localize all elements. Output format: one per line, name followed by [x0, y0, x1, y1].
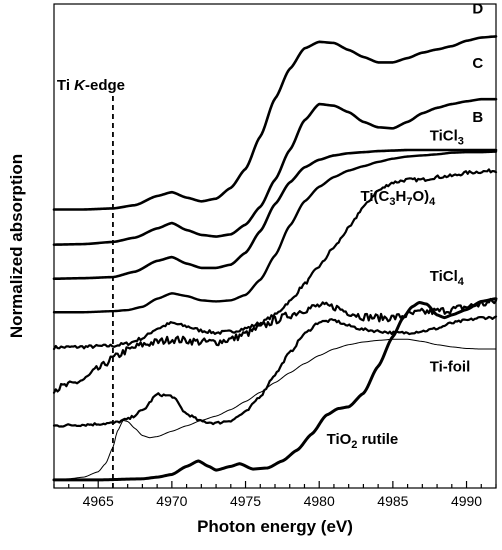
series-line-ticl3 — [52, 150, 498, 314]
series-line-tio2-rutile-bold — [52, 297, 498, 482]
x-tick-label: 4985 — [377, 493, 408, 509]
series-label-b: B — [472, 109, 483, 126]
series-line-ti-foil — [52, 315, 498, 428]
series-layer — [52, 35, 498, 482]
y-axis-label: Normalized absorption — [7, 154, 26, 338]
series-label-d: D — [472, 1, 483, 18]
series-line-tio2-rutile-thin — [53, 338, 497, 481]
x-tick-label: 4990 — [451, 493, 482, 509]
x-axis-ticks: 4965 4970 4975 4980 4985 4990 — [53, 481, 497, 509]
x-axis-label: Photon energy (eV) — [197, 517, 353, 536]
series-line-c — [52, 97, 498, 246]
series-labels: D C B TiCl3 Ti(C3H7O)4 TiCl4 Ti-foil TiO2 rutil… — [327, 1, 484, 451]
k-edge-label: Ti K-edge — [57, 77, 125, 94]
series-line-b — [52, 148, 498, 281]
x-tick-label: 4965 — [83, 493, 114, 509]
x-tick-label: 4980 — [304, 493, 335, 509]
x-tick-label: 4970 — [156, 493, 187, 509]
series-label-ti-c3h: Ti(C3H7O)4 — [360, 188, 436, 208]
series-line-ticl4 — [52, 297, 498, 394]
series-label-ticl4: TiCl4 — [430, 268, 465, 288]
edge-annotation: Ti K-edge — [57, 77, 125, 488]
series-label-ticl3: TiCl3 — [430, 127, 464, 147]
series-label-ti-foil: Ti-foil — [430, 359, 471, 376]
series-label-c: C — [472, 55, 483, 72]
series-label-tio2-rutile: TiO2 rutile — [327, 431, 399, 451]
series-line-d — [52, 35, 498, 211]
series-line-ti-c3h7o-4 — [52, 168, 498, 351]
x-tick-label: 4975 — [230, 493, 261, 509]
